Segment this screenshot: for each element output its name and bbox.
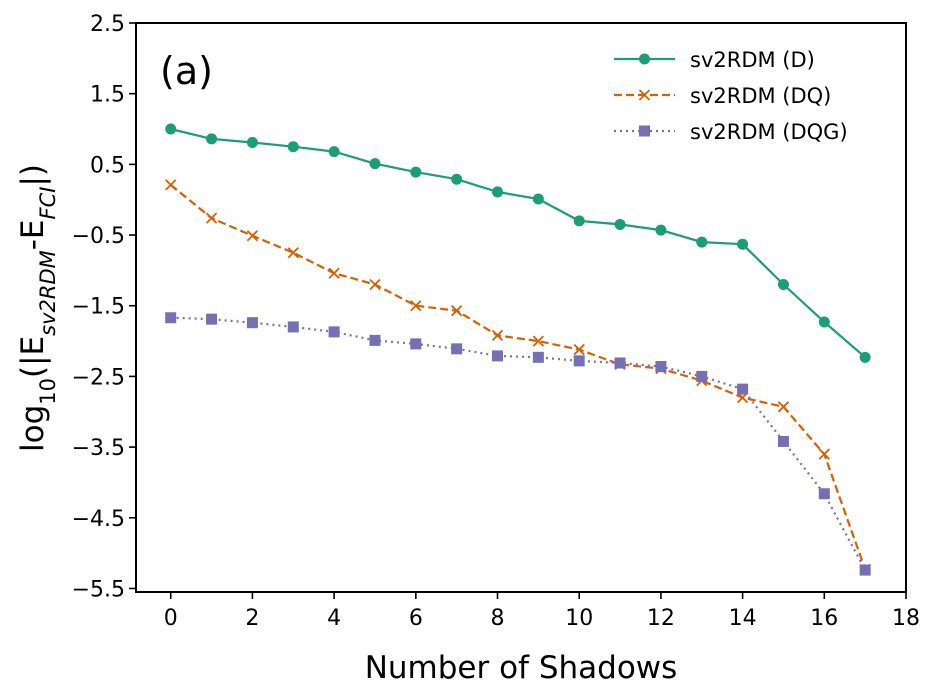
series-0-point: [737, 238, 749, 250]
series-2-point: [696, 370, 708, 382]
panel-label: (a): [160, 49, 213, 93]
y-label-close: |): [15, 164, 51, 187]
series-2-point: [287, 321, 299, 333]
series-1-point: [246, 230, 259, 242]
y-tick-label: 0.5: [90, 153, 125, 178]
series-1-point: [328, 267, 340, 279]
series-2-point: [818, 488, 830, 500]
series-0-point: [573, 215, 585, 227]
y-label-prefix-sub: 10: [36, 378, 60, 405]
x-tick-label: 10: [565, 606, 593, 631]
series-line-0: [170, 127, 866, 359]
series-1-point: [491, 329, 504, 342]
y-label-sub1: sv2RDM: [36, 250, 60, 336]
x-tick-label: 6: [409, 606, 423, 631]
x-tick-label: 12: [647, 606, 675, 631]
series-1-point: [287, 247, 299, 259]
y-tick-label: −0.5: [72, 224, 125, 249]
series-2-point: [451, 343, 463, 355]
series-layer: [165, 123, 871, 576]
legend-label: sv2RDM (DQ): [690, 84, 831, 108]
x-tick-label: 0: [164, 606, 178, 631]
series-2-point: [859, 564, 871, 576]
series-0-point: [818, 316, 830, 328]
series-1-point: [573, 343, 585, 356]
series-2-point: [777, 435, 789, 447]
x-tick-label: 4: [327, 606, 341, 631]
y-axis-label: log10(|Esv2RDM-EFCI|): [15, 164, 60, 452]
x-tick-label: 8: [491, 606, 505, 631]
series-2-point: [614, 357, 626, 369]
plot-frame: [135, 22, 907, 593]
y-label-sub2: FCI: [36, 187, 60, 220]
series-2-point: [246, 317, 258, 329]
y-label-mid: -E: [15, 219, 51, 250]
x-tick-label: 16: [810, 606, 838, 631]
legend-label: sv2RDM (DQG): [690, 120, 848, 144]
y-tick-label: −3.5: [72, 436, 125, 461]
series-0-point: [451, 173, 463, 185]
y-tick-label: −2.5: [72, 365, 125, 390]
series-1-point: [410, 300, 422, 312]
x-tick-label: 2: [245, 606, 259, 631]
x-axis: 0 2 4 6 8 10 12 14 16 18: [164, 592, 920, 631]
series-2-point: [737, 383, 749, 395]
series-1-point: [369, 278, 381, 291]
y-label-prefix: log: [15, 405, 51, 452]
series-0-point: [165, 123, 177, 135]
series-2-point: [328, 326, 340, 338]
y-axis: 2.5 1.5 0.5 −0.5 −1.5 −2.5 −3.5 −4.5 −5.5: [72, 12, 136, 602]
series-0-point: [614, 218, 626, 230]
series-0-point: [492, 186, 504, 198]
series-0-point: [328, 146, 340, 158]
series-2-point: [573, 355, 585, 367]
series-0-point: [410, 166, 422, 178]
series-1-point: [818, 448, 830, 460]
legend: sv2RDM (D) sv2RDM (DQ) sv2RDM (DQG): [614, 48, 848, 144]
series-2-point: [492, 350, 504, 362]
legend-marker: [639, 53, 650, 65]
legend-marker: [638, 89, 651, 101]
series-1-point: [205, 212, 218, 224]
y-tick-label: 2.5: [90, 12, 125, 37]
series-line-1: [170, 184, 867, 570]
y-tick-label: 1.5: [90, 83, 125, 108]
series-0-point: [369, 158, 381, 170]
series-0-point: [859, 351, 871, 363]
series-2-point: [410, 338, 422, 350]
series-2-point: [206, 313, 218, 325]
series-0-point: [287, 141, 299, 153]
series-1-point: [777, 401, 790, 413]
x-tick-label: 18: [892, 606, 920, 631]
series-0-point: [246, 136, 258, 148]
series-0-point: [206, 133, 218, 145]
y-label-open: (|E: [15, 336, 51, 378]
y-tick-label: −4.5: [72, 507, 125, 532]
series-2-point: [655, 361, 667, 373]
series-1-point: [451, 305, 463, 317]
legend-label: sv2RDM (D): [690, 48, 815, 72]
series-2-point: [165, 312, 177, 324]
series-0-point: [777, 279, 789, 291]
series-0-point: [696, 236, 708, 248]
series-1-point: [165, 179, 177, 191]
y-tick-label: −5.5: [72, 577, 125, 602]
legend-marker: [639, 125, 650, 137]
series-2-point: [369, 334, 381, 346]
series-2-point: [532, 351, 544, 363]
series-0-point: [532, 193, 544, 205]
x-axis-label: Number of Shadows: [365, 650, 678, 686]
series-line-2: [170, 316, 867, 571]
series-0-point: [655, 224, 667, 236]
x-tick-label: 14: [729, 606, 757, 631]
series-1-point: [532, 335, 544, 347]
y-tick-label: −1.5: [72, 295, 125, 320]
